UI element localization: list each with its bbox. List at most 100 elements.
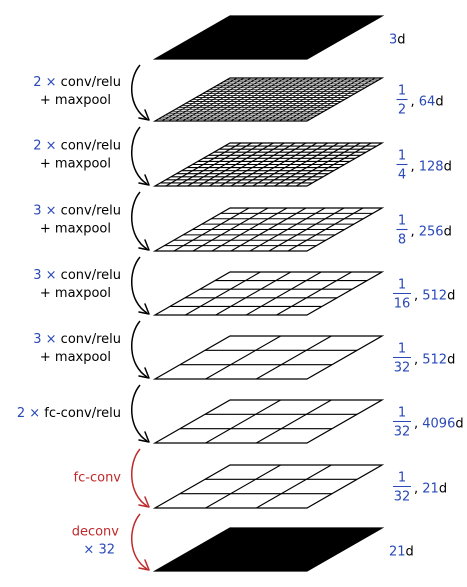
operation-name: 2 × conv/relu bbox=[33, 75, 121, 90]
grid-line bbox=[185, 271, 261, 316]
operation-name: 3 × conv/relu bbox=[33, 332, 121, 347]
arrow-curve bbox=[130, 191, 148, 250]
operation-label-6: fc-conv bbox=[74, 471, 122, 486]
operation-name: 3 × conv/relu bbox=[33, 204, 121, 219]
layer-label-7: 1 32, 21d bbox=[393, 471, 447, 505]
layer-label-6: 1 32, 4096d bbox=[393, 406, 464, 440]
layer-size-label: 21d bbox=[389, 545, 414, 560]
operation-arrow-0 bbox=[130, 64, 150, 121]
arrow-head bbox=[138, 239, 150, 251]
resolution-numerator: 1 bbox=[398, 342, 406, 357]
arrow-head bbox=[138, 174, 150, 186]
arrow-curve bbox=[130, 384, 148, 442]
operation-detail: + maxpool bbox=[40, 222, 111, 237]
grid-line bbox=[249, 207, 326, 252]
grid-line bbox=[245, 271, 322, 316]
channel-count-label: , 21d bbox=[414, 482, 447, 497]
arrow-curve bbox=[130, 64, 148, 120]
operation-arrow-6 bbox=[130, 448, 150, 508]
arrow-head bbox=[138, 496, 150, 508]
operation-name: 3 × conv/relu bbox=[33, 268, 121, 283]
resolution-denominator: 16 bbox=[394, 297, 411, 312]
operation-label-7: deconv × 32 bbox=[72, 525, 120, 558]
resolution-denominator: 4 bbox=[398, 168, 406, 183]
grid-line bbox=[286, 77, 362, 122]
operation-detail: × 32 bbox=[83, 543, 115, 558]
channel-count-label: , 4096d bbox=[414, 417, 464, 432]
resolution-numerator: 1 bbox=[398, 84, 406, 99]
operation-arrow-1 bbox=[130, 126, 150, 186]
grid-line bbox=[205, 335, 281, 380]
arrow-curve bbox=[130, 448, 148, 507]
operation-name: deconv bbox=[72, 525, 120, 540]
grid-line bbox=[251, 77, 327, 122]
layer-label-4: 1 16, 512d bbox=[393, 278, 455, 312]
grid-line bbox=[230, 142, 307, 187]
grid-line bbox=[215, 271, 292, 316]
channel-count-label: , 512d bbox=[414, 289, 455, 304]
operation-name: 2 × fc-conv/relu bbox=[17, 406, 121, 421]
resolution-numerator: 1 bbox=[398, 278, 406, 293]
channel-count-label: , 256d bbox=[411, 225, 452, 240]
operation-label-4: 3 × conv/relu + maxpool bbox=[33, 332, 121, 365]
operation-labels: 2 × conv/relu + maxpool 2 × conv/relu + max… bbox=[17, 75, 121, 558]
layer-label-0: 3d bbox=[389, 33, 406, 48]
operation-arrow-4 bbox=[130, 320, 150, 379]
grid-line bbox=[276, 271, 352, 316]
grid-line bbox=[295, 142, 372, 187]
grid-line bbox=[244, 77, 321, 122]
layer-size-label: 3d bbox=[389, 33, 406, 48]
feature-map-layer-6 bbox=[152, 399, 385, 444]
grid-line bbox=[274, 142, 350, 187]
grid-line bbox=[287, 207, 364, 252]
grid-line bbox=[252, 142, 328, 187]
feature-map-layer-7 bbox=[152, 464, 385, 509]
feature-map-plane bbox=[152, 15, 385, 60]
feature-map-layer-0 bbox=[152, 15, 385, 60]
grid-line bbox=[299, 77, 376, 122]
grid-line bbox=[279, 77, 355, 122]
arrow-curve bbox=[130, 320, 148, 378]
grid-line bbox=[256, 335, 332, 380]
feature-map-layer-2 bbox=[152, 142, 385, 187]
grid-line bbox=[265, 77, 341, 122]
operation-detail: + maxpool bbox=[40, 93, 111, 108]
grid-line bbox=[256, 399, 332, 444]
resolution-numerator: 1 bbox=[398, 149, 406, 164]
resolution-numerator: 1 bbox=[398, 471, 406, 486]
grid-line bbox=[241, 142, 318, 187]
operation-arrow-3 bbox=[130, 256, 150, 315]
feature-map-layer-4 bbox=[152, 271, 385, 316]
resolution-denominator: 8 bbox=[398, 233, 406, 248]
grid-line bbox=[205, 399, 281, 444]
grid-line bbox=[230, 207, 307, 252]
arrow-head bbox=[138, 559, 150, 571]
operation-arrow-5 bbox=[130, 384, 150, 443]
resolution-denominator: 32 bbox=[394, 490, 411, 505]
feature-map-layer-1 bbox=[152, 77, 385, 122]
grid-line bbox=[237, 77, 314, 122]
arrow-curve bbox=[130, 513, 148, 570]
feature-map-layer-3 bbox=[152, 207, 385, 252]
channel-count-label: , 64d bbox=[411, 95, 444, 110]
arrow-curve bbox=[130, 126, 148, 185]
operation-name: 2 × conv/relu bbox=[33, 139, 121, 154]
grid-line bbox=[263, 142, 339, 187]
operation-detail: + maxpool bbox=[40, 286, 111, 301]
feature-map-layer-8 bbox=[152, 527, 385, 572]
arrow-head bbox=[138, 109, 150, 121]
grid-line bbox=[272, 77, 348, 122]
arrow-head bbox=[138, 431, 150, 443]
layer-label-2: 1 4 , 128d bbox=[396, 149, 452, 183]
grid-line bbox=[205, 464, 281, 509]
operation-arrows bbox=[130, 64, 150, 571]
operation-label-2: 3 × conv/relu + maxpool bbox=[33, 204, 121, 237]
channel-count-label: , 512d bbox=[414, 353, 455, 368]
layer-label-5: 1 32, 512d bbox=[393, 342, 455, 376]
arrow-head bbox=[138, 367, 150, 379]
operation-detail: + maxpool bbox=[40, 350, 111, 365]
operation-label-1: 2 × conv/relu + maxpool bbox=[33, 139, 121, 172]
grid-line bbox=[292, 77, 369, 122]
